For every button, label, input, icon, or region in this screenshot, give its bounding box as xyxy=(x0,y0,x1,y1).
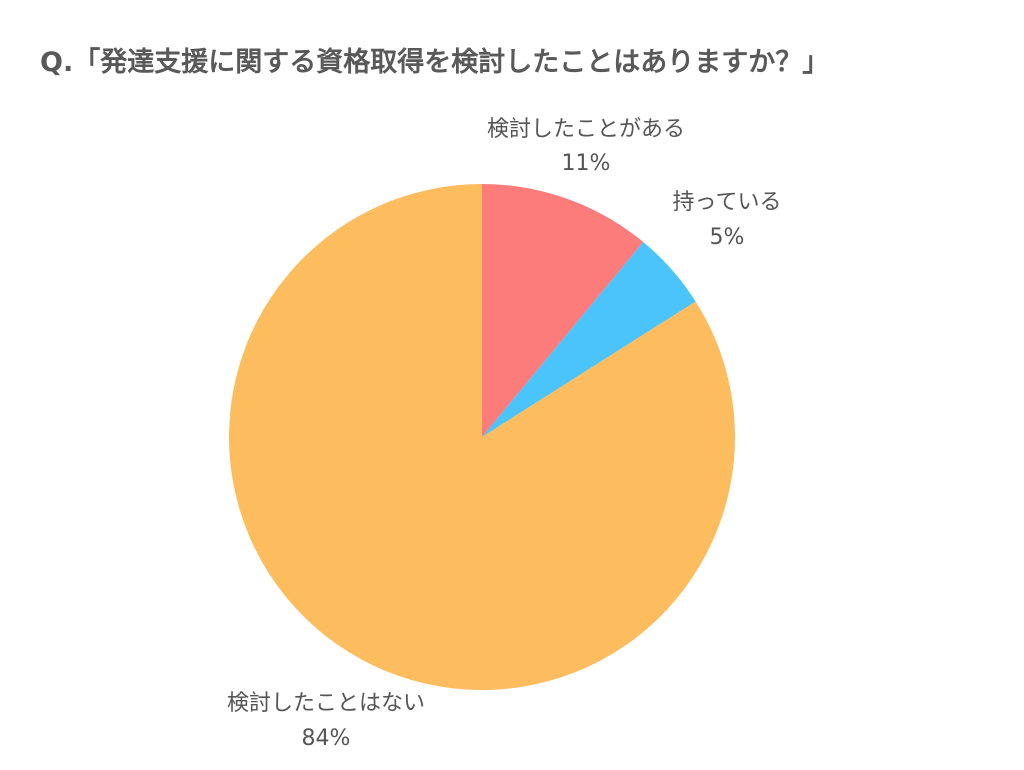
slice-value-1: 5% xyxy=(710,225,745,250)
slice-label-0: 検討したことがある xyxy=(487,117,685,142)
slice-label-group-1: 持っている 5% xyxy=(673,190,782,250)
pie-slices xyxy=(228,183,735,690)
slice-label-2: 検討したことはない xyxy=(227,691,425,716)
slice-label-group-0: 検討したことがある 11% xyxy=(487,117,685,176)
slice-value-2: 84% xyxy=(302,726,351,751)
pie-slice-2 xyxy=(228,183,735,690)
slice-label-1: 持っている xyxy=(673,190,782,215)
slice-label-group-2: 検討したことはない 84% xyxy=(227,691,425,751)
pie-slice-0 xyxy=(482,184,644,437)
chart-title: Q.「発達支援に関する資格取得を検討したことはありますか？」 xyxy=(40,47,830,78)
slice-value-0: 11% xyxy=(562,151,611,176)
pie-slice-1 xyxy=(482,242,696,437)
